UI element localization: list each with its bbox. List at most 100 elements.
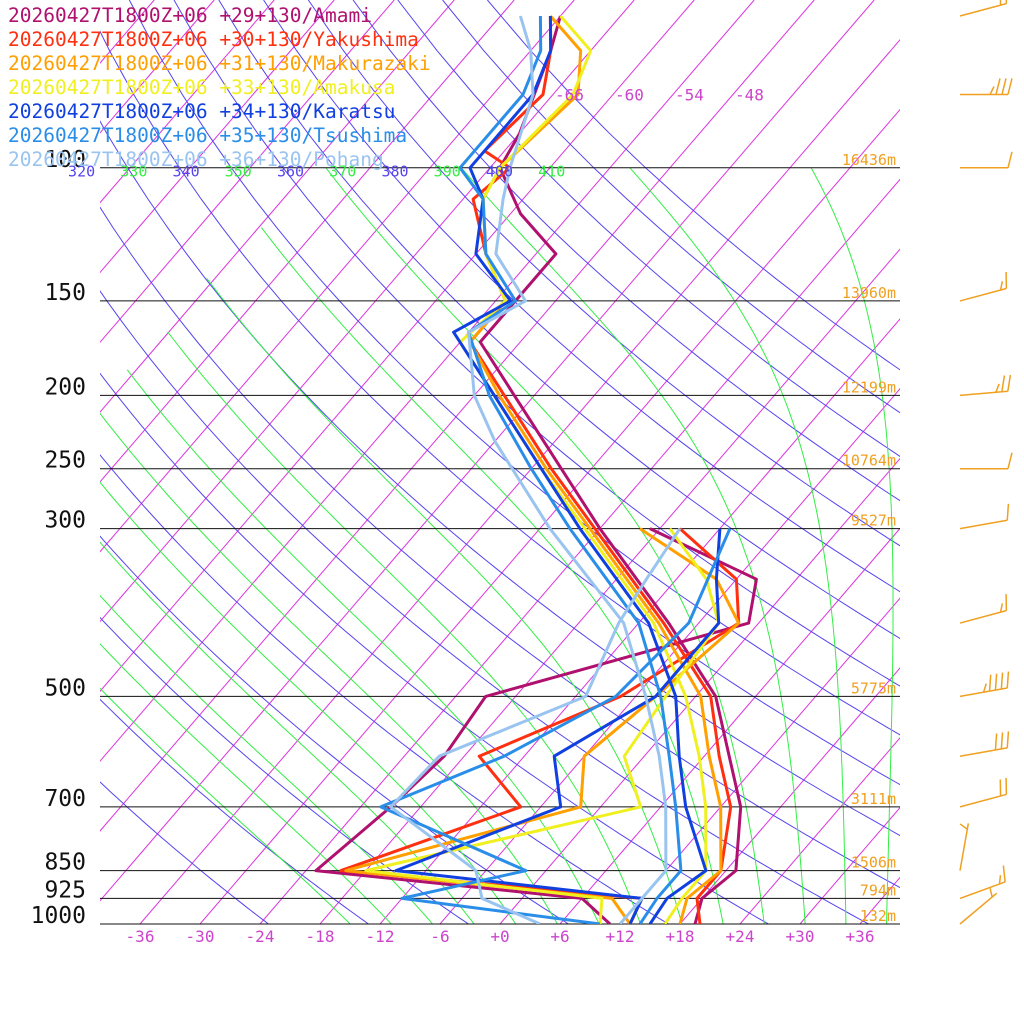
temperature-profile-line [452,15,708,924]
legend: 20260427T1800Z+06 +29+130/Amami 20260427T… [8,4,431,172]
isotherm-line [100,0,635,623]
wind-barb [960,151,1013,169]
temperature-profile-line [458,15,683,924]
theta-label: 410 [538,162,565,180]
isotherm-line [100,0,455,413]
isotherm-line [679,667,900,924]
pressure-tick-label: 250 [44,448,86,474]
legend-entry: 20260427T1800Z+06 +29+130/Amami [8,4,372,27]
temperature-tick-label: -36 [126,927,155,946]
temperature-profile-line [467,15,668,924]
isotherm-line [319,248,900,924]
temperature-tick-label: +18 [666,927,695,946]
pressure-tick-label: 925 [44,877,86,903]
sounding-profiles [314,15,758,924]
pressure-tick-label: 850 [44,850,86,876]
wind-barb [959,888,998,925]
pressure-tick-label: 200 [44,374,86,400]
height-label: 1506m [851,854,896,872]
temperature-tick-label: +6 [550,927,569,946]
pressure-tick-label: 500 [44,675,86,701]
isotherm-line [100,0,275,204]
dry-adiabat-line [100,698,370,924]
isotherm-line [559,527,900,924]
moist-adiabat-line [810,167,894,924]
wind-barb [960,452,1013,470]
wind-barb [959,823,970,871]
moist-adiabat-line [460,167,806,924]
isotherm-label: -54 [675,85,704,104]
pressure-tick-label: 1000 [31,903,86,929]
theta-label: 360 [277,162,304,180]
isotherm-line [259,178,900,924]
moist-adiabat-line [167,331,642,924]
dewpoint-profile-line [364,527,721,924]
isotherm-line [199,108,900,924]
height-label: 13960m [842,284,896,302]
theta-label: 320 [68,162,95,180]
isotherm-label: -66 [555,85,584,104]
isotherm-line [100,0,575,553]
moist-adiabat-line [325,167,765,924]
temperature-tick-label: +36 [846,927,875,946]
dewpoint-profile-line [394,528,722,924]
isotherm-line [100,0,515,483]
isotherm-line [379,318,900,924]
dry-adiabat-line [128,0,900,736]
pressure-tick-label: 700 [44,786,86,812]
wind-barb [959,594,1008,624]
dewpoint-profile-line [389,527,682,924]
wind-barb [959,0,1008,17]
pressure-tick-label: 100 [44,147,86,173]
wind-barb [959,374,1012,397]
isotherm-line [100,0,335,274]
wind-barb [960,78,1013,96]
temperature-profile-line [478,15,743,924]
height-label: 5775m [851,679,896,697]
dry-adiabat-line [100,781,270,924]
moist-adiabat-line [100,687,351,924]
legend-entry: 20260427T1800Z+06 +30+130/Yakushima [8,28,419,51]
temperature-tick-label: +0 [490,927,509,946]
moist-adiabat-line [100,481,517,924]
legend-entry: 20260427T1800Z+06 +34+130/Karatsu [8,100,396,123]
isotherm-line [739,737,900,924]
dry-adiabat-line [100,372,770,924]
dry-adiabat-line [352,0,900,502]
dry-adiabat-line [307,0,900,547]
dry-adiabat-line [100,206,900,889]
temperature-tick-label: +12 [606,927,635,946]
height-label: 10764m [842,452,896,470]
temperature-tick-label: -30 [186,927,215,946]
wind-barb [959,865,1006,900]
temperature-tick-label: -6 [430,927,449,946]
isotherm-line [499,457,900,924]
wind-barb [959,777,1008,808]
wind-barb [959,503,1010,530]
dry-adiabat-line [487,0,900,371]
isobars [100,167,900,925]
dry-adiabat-line [100,454,670,924]
theta-label: 340 [173,162,200,180]
theta-label: 390 [434,162,461,180]
legend-entry: 20260427T1800Z+06 +35+130/Tsushima [8,124,408,147]
height-label: 794m [860,881,896,899]
legend-entry: 20260427T1800Z+06 +36+130/Pohang [8,148,384,171]
theta-label: 330 [120,162,147,180]
isotherm-line [100,0,815,832]
height-label: 9527m [851,512,896,530]
wind-barb [959,272,1008,302]
isotherm-line [439,388,900,924]
dry-adiabat-line [218,0,900,640]
height-label: 132m [860,907,896,925]
dry-adiabat-line [100,616,470,924]
theta-label: 400 [486,162,513,180]
background-lines [100,0,900,924]
moist-adiabat-line [206,277,683,924]
moist-adiabat-line [629,167,847,924]
wind-barb [959,671,1010,698]
dewpoint-profile-line [339,527,741,924]
dry-adiabat-line [100,30,900,786]
